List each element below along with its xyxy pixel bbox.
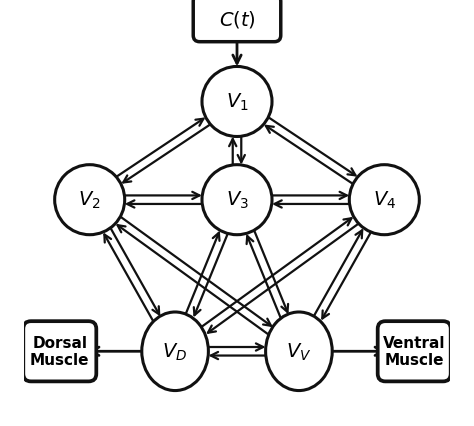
FancyBboxPatch shape: [378, 321, 451, 382]
Circle shape: [202, 165, 272, 235]
Text: $V_4$: $V_4$: [373, 190, 396, 211]
Text: Dorsal
Muscle: Dorsal Muscle: [30, 335, 90, 368]
Text: Ventral
Muscle: Ventral Muscle: [383, 335, 446, 368]
FancyArrowPatch shape: [123, 125, 210, 183]
Text: $V_2$: $V_2$: [78, 190, 101, 211]
FancyArrowPatch shape: [229, 140, 237, 165]
Circle shape: [55, 165, 125, 235]
FancyArrowPatch shape: [209, 344, 263, 351]
FancyArrowPatch shape: [127, 201, 202, 208]
FancyArrowPatch shape: [272, 193, 347, 199]
FancyArrowPatch shape: [266, 127, 353, 184]
FancyArrowPatch shape: [194, 234, 228, 316]
Text: $V_3$: $V_3$: [226, 190, 248, 211]
FancyArrowPatch shape: [246, 236, 281, 318]
FancyBboxPatch shape: [193, 0, 281, 43]
FancyArrowPatch shape: [201, 219, 351, 328]
Text: $V_1$: $V_1$: [226, 92, 248, 113]
FancyArrowPatch shape: [117, 119, 203, 177]
FancyArrowPatch shape: [233, 37, 241, 64]
FancyArrowPatch shape: [211, 352, 265, 359]
Text: $V_V$: $V_V$: [286, 341, 311, 362]
FancyArrowPatch shape: [274, 201, 349, 208]
FancyArrowPatch shape: [91, 347, 142, 356]
Circle shape: [349, 165, 419, 235]
FancyArrowPatch shape: [268, 118, 356, 176]
FancyBboxPatch shape: [23, 321, 96, 382]
Text: $C(t)$: $C(t)$: [219, 9, 255, 30]
Ellipse shape: [265, 312, 332, 391]
FancyArrowPatch shape: [125, 193, 200, 199]
FancyArrowPatch shape: [118, 226, 268, 334]
FancyArrowPatch shape: [314, 231, 362, 317]
Ellipse shape: [142, 312, 209, 391]
Text: $V_D$: $V_D$: [163, 341, 188, 362]
FancyArrowPatch shape: [332, 347, 383, 356]
FancyArrowPatch shape: [254, 231, 288, 312]
FancyArrowPatch shape: [186, 233, 219, 314]
FancyArrowPatch shape: [110, 229, 159, 314]
FancyArrowPatch shape: [104, 235, 153, 321]
FancyArrowPatch shape: [322, 233, 371, 319]
FancyArrowPatch shape: [237, 137, 245, 163]
FancyArrowPatch shape: [120, 217, 271, 326]
Circle shape: [202, 67, 272, 137]
FancyArrowPatch shape: [208, 224, 358, 333]
